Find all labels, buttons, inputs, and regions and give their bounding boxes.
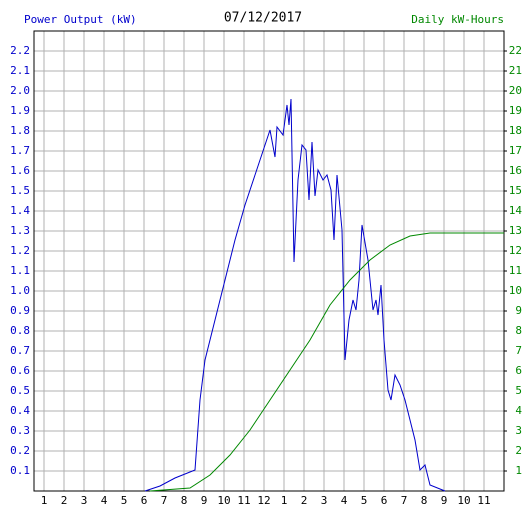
- y-tick-label: 1.3: [10, 224, 30, 237]
- x-tick-label: 3: [81, 494, 88, 507]
- x-tick-label: 2: [301, 494, 308, 507]
- y2-tick-label: 15: [509, 184, 522, 197]
- y2-tick-label: 10: [509, 284, 522, 297]
- y-tick-label: 0.9: [10, 304, 30, 317]
- y2-tick-label: 12: [509, 244, 522, 257]
- x-tick-label: 10: [457, 494, 470, 507]
- x-tick-label: 10: [217, 494, 230, 507]
- y2-tick-label: 14: [509, 204, 523, 217]
- y2-tick-label: 19: [509, 104, 522, 117]
- x-tick-label: 1: [281, 494, 288, 507]
- y2-tick-label: 20: [509, 84, 522, 97]
- y-tick-label: 0.5: [10, 384, 30, 397]
- y2-tick-label: 18: [509, 124, 522, 137]
- y-tick-label: 1.2: [10, 244, 30, 257]
- y2-tick-label: 16: [509, 164, 522, 177]
- series-line: [144, 98, 446, 492]
- x-tick-label: 6: [141, 494, 148, 507]
- y-tick-label: 0.6: [10, 364, 30, 377]
- x-tick-label: 9: [201, 494, 208, 507]
- y-tick-label: 1.6: [10, 164, 30, 177]
- y-tick-label: 1.8: [10, 124, 30, 137]
- x-tick-label: 9: [441, 494, 448, 507]
- y-tick-label: 0.4: [10, 404, 30, 417]
- y2-tick-label: 21: [509, 64, 522, 77]
- x-tick-label: 7: [161, 494, 168, 507]
- x-tick-label: 2: [61, 494, 68, 507]
- x-tick-label: 11: [237, 494, 250, 507]
- y2-tick-label: 11: [509, 264, 522, 277]
- x-tick-label: 4: [341, 494, 348, 507]
- y2-tick-label: 3: [515, 424, 522, 437]
- y-tick-label: 2.0: [10, 84, 30, 97]
- y2-tick-label: 5: [515, 384, 522, 397]
- y-tick-label: 1.5: [10, 184, 30, 197]
- y-tick-label: 0.2: [10, 444, 30, 457]
- x-tick-label: 4: [101, 494, 108, 507]
- x-tick-label: 5: [361, 494, 368, 507]
- y-tick-label: 2.2: [10, 44, 30, 57]
- x-tick-label: 1: [41, 494, 48, 507]
- y2-axis-title: Daily kW-Hours: [411, 13, 504, 26]
- y2-tick-label: 9: [515, 304, 522, 317]
- x-tick-label: 8: [181, 494, 188, 507]
- x-tick-label: 11: [477, 494, 490, 507]
- x-tick-label: 3: [321, 494, 328, 507]
- chart-title: 07/12/2017: [224, 11, 302, 26]
- plot-frame: [33, 30, 505, 492]
- y-tick-label: 1.7: [10, 144, 30, 157]
- x-tick-label: 8: [421, 494, 428, 507]
- y-tick-label: 0.3: [10, 424, 30, 437]
- y2-tick-label: 7: [515, 344, 522, 357]
- y-tick-label: 0.7: [10, 344, 30, 357]
- y-axis-title: Power Output (kW): [24, 13, 137, 26]
- y2-tick-label: 6: [515, 364, 522, 377]
- y-tick-label: 1.4: [10, 204, 30, 217]
- x-tick-label: 7: [401, 494, 408, 507]
- y-tick-label: 1.0: [10, 284, 30, 297]
- y2-tick-label: 2: [515, 444, 522, 457]
- x-tick-label: 12: [257, 494, 270, 507]
- series-line: [149, 232, 504, 492]
- y2-tick-label: 22: [509, 44, 522, 57]
- y-tick-label: 1.9: [10, 104, 30, 117]
- x-tick-label: 6: [381, 494, 388, 507]
- y2-tick-label: 13: [509, 224, 522, 237]
- y2-tick-label: 8: [515, 324, 522, 337]
- y-tick-label: 0.8: [10, 324, 30, 337]
- y-tick-label: 1.1: [10, 264, 30, 277]
- y-tick-label: 2.1: [10, 64, 30, 77]
- y2-tick-label: 17: [509, 144, 522, 157]
- y2-tick-label: 1: [515, 464, 522, 477]
- x-tick-label: 5: [121, 494, 128, 507]
- y-tick-label: 0.1: [10, 464, 30, 477]
- y2-tick-label: 4: [515, 404, 522, 417]
